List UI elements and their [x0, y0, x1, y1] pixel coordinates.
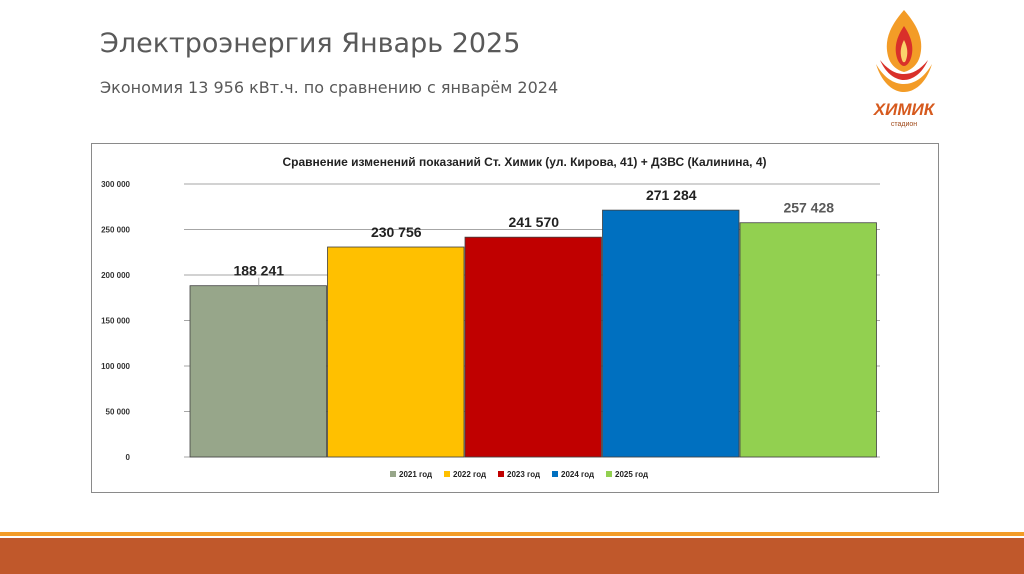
y-tick-label: 0 [126, 453, 131, 462]
bar [327, 246, 465, 458]
slide-title: Электроэнергия Январь 2025 [100, 28, 521, 59]
y-tick-label: 150 000 [101, 317, 130, 326]
logo-name: ХИМИК [873, 100, 935, 119]
y-tick-label: 200 000 [101, 271, 130, 280]
legend-label: 2022 год [453, 470, 486, 479]
legend-swatch [390, 471, 396, 477]
data-label: 241 570 [508, 214, 559, 230]
y-tick-label: 250 000 [101, 226, 130, 235]
khimik-logo: ХИМИК стадион [866, 8, 942, 134]
legend-swatch [606, 471, 612, 477]
bottom-bar [0, 538, 1024, 574]
slide-subtitle: Экономия 13 956 кВт.ч. по сравнению с ян… [100, 78, 559, 97]
y-tick-label: 300 000 [101, 180, 130, 189]
data-label: 230 756 [371, 224, 422, 240]
legend-swatch [552, 471, 558, 477]
legend-swatch [498, 471, 504, 477]
bar [739, 222, 877, 458]
legend-label: 2023 год [507, 470, 540, 479]
bar [602, 209, 740, 458]
bar [189, 285, 327, 458]
data-label: 271 284 [646, 187, 697, 203]
data-label: 257 428 [783, 200, 834, 216]
bar-chart: Сравнение изменений показаний Ст. Химик … [101, 155, 880, 479]
bottom-accent-line [0, 532, 1024, 536]
legend-swatch [444, 471, 450, 477]
flame-icon [876, 10, 932, 92]
y-tick-label: 100 000 [101, 362, 130, 371]
legend-label: 2024 год [561, 470, 594, 479]
legend-label: 2021 год [399, 470, 432, 479]
logo-subtitle: стадион [890, 121, 918, 128]
chart-frame: Сравнение изменений показаний Ст. Химик … [91, 143, 939, 493]
legend-label: 2025 год [615, 470, 648, 479]
data-label: 188 241 [233, 263, 284, 279]
bar [464, 236, 602, 458]
y-tick-label: 50 000 [106, 408, 131, 417]
chart-title: Сравнение изменений показаний Ст. Химик … [283, 155, 767, 169]
